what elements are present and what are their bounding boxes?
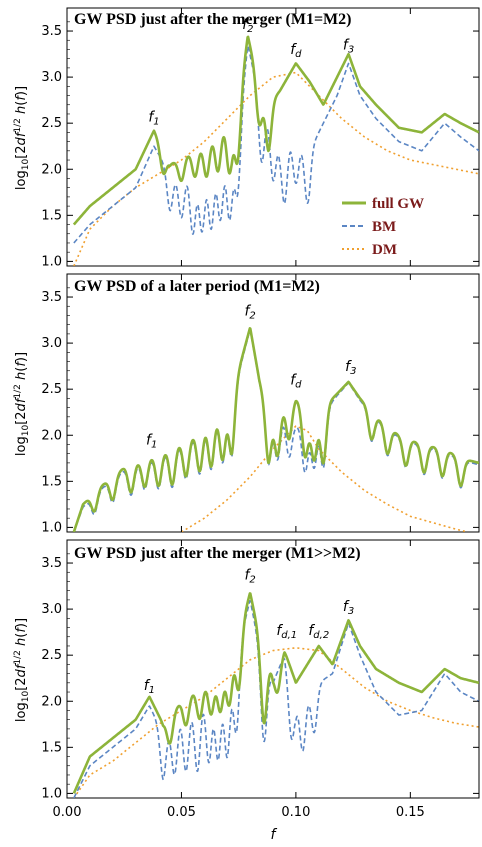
series-line-bm: [73, 329, 479, 532]
y-tick-label: 1.0: [41, 254, 62, 269]
y-tick-label: 3.0: [41, 602, 62, 617]
legend-label-bm: BM: [372, 219, 396, 235]
y-tick-label: 2.0: [41, 428, 62, 443]
y-tick-label: 1.0: [41, 520, 62, 535]
y-tick-label: 2.5: [41, 648, 62, 663]
legend: full GW BM DM: [342, 196, 424, 258]
legend-label-full-gw: full GW: [372, 196, 424, 212]
x-tick-label: 0.15: [396, 805, 425, 820]
peak-label: f1: [146, 432, 157, 450]
y-tick-label: 2.5: [41, 382, 62, 397]
panel-title: GW PSD just after the merger (M1>>M2): [74, 545, 361, 562]
peak-label: f1: [144, 678, 155, 696]
y-tick-label: 1.0: [41, 786, 62, 801]
series-line-dm: [180, 425, 469, 532]
y-axis: 1.0 1.5 2.0 2.5 3.0 3.5: [41, 540, 479, 801]
peak-label: f2: [244, 303, 255, 321]
y-tick-label: 2.0: [41, 162, 62, 177]
series-layer: [72, 327, 479, 532]
peak-label: f1: [148, 109, 159, 127]
x-tick-label: 0.00: [53, 805, 82, 820]
peak-label: fd,2: [308, 623, 329, 641]
x-tick-label: 0.10: [281, 805, 310, 820]
panel-top: GW PSD just after the merger (M1=M2) 1.0…: [13, 7, 480, 269]
series-line-full-gw: [72, 592, 479, 794]
y-axis-label: log10[2df1/2 h(f)]: [13, 352, 31, 456]
series-line-bm: [73, 600, 479, 798]
peak-label: fd: [290, 373, 302, 391]
y-axis-label: log10[2df1/2 h(f)]: [13, 618, 31, 722]
peak-label: f2: [244, 568, 255, 586]
legend-label-dm: DM: [372, 242, 397, 258]
y-axis-label: log10[2df1/2 h(f)]: [13, 86, 31, 190]
peak-label: fd: [290, 42, 302, 60]
series-layer: [72, 592, 479, 798]
y-tick-label: 3.0: [41, 70, 62, 85]
series-line-dm: [73, 647, 479, 798]
series-layer: [72, 35, 479, 266]
series-line-bm: [73, 45, 479, 244]
peak-label: f3: [343, 37, 354, 55]
x-tick-label: 0.05: [167, 805, 196, 820]
y-tick-label: 3.5: [41, 24, 62, 39]
peak-label: fd,1: [276, 623, 297, 641]
y-axis: 1.0 1.5 2.0 2.5 3.0 3.5: [41, 274, 479, 535]
plot-frame: [66, 7, 480, 267]
plot-frame: [66, 539, 480, 799]
y-tick-label: 2.5: [41, 116, 62, 131]
peak-label: f3: [345, 359, 356, 377]
peak-label: f2: [242, 17, 253, 35]
series-line-full-gw: [72, 327, 479, 532]
panel-bottom: GW PSD just after the merger (M1>>M2) 1.…: [13, 539, 480, 843]
peak-label: f3: [343, 599, 354, 617]
y-tick-label: 3.0: [41, 336, 62, 351]
y-tick-label: 1.5: [41, 208, 62, 223]
series-line-full-gw: [72, 35, 479, 226]
y-tick-label: 2.0: [41, 694, 62, 709]
y-tick-label: 3.5: [41, 556, 62, 571]
y-axis: 1.0 1.5 2.0 2.5 3.0 3.5: [41, 8, 479, 269]
x-axis: 0.00 0.05 0.10 0.15: [53, 805, 425, 820]
annotations: f1 f2 fd f3: [146, 303, 356, 450]
y-tick-label: 1.5: [41, 474, 62, 489]
y-tick-label: 1.5: [41, 740, 62, 755]
x-axis-label: f: [271, 827, 278, 843]
panel-middle: GW PSD of a later period (M1=M2) 1.0 1.5 2…: [13, 273, 480, 535]
annotations: f1 f2 fd,1 fd,2 f3: [144, 568, 354, 697]
y-tick-label: 3.5: [41, 290, 62, 305]
annotations: f1 f2 fd f3: [148, 17, 354, 127]
panel-title: GW PSD of a later period (M1=M2): [74, 278, 320, 295]
plot-frame: [66, 273, 480, 533]
panel-title: GW PSD just after the merger (M1=M2): [74, 11, 351, 28]
